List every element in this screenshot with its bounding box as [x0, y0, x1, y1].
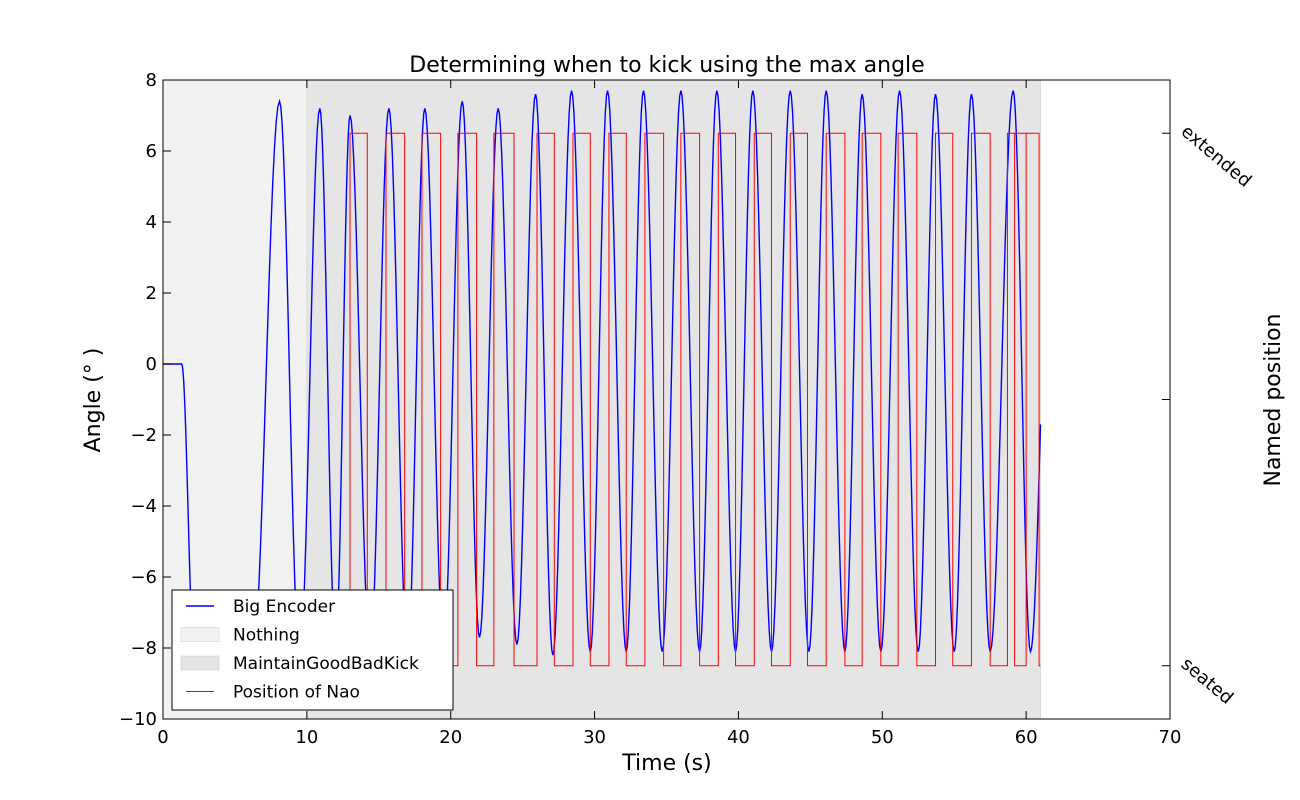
y-tick-label: −10: [119, 709, 157, 730]
x-tick-label: 10: [295, 727, 318, 748]
y-tick-label: 6: [146, 141, 157, 162]
y-tick-label: −4: [130, 496, 157, 517]
x-tick-label: 60: [1015, 727, 1038, 748]
y-tick-label: 0: [146, 354, 157, 375]
y-tick-label: 4: [146, 212, 157, 233]
legend-swatch: [180, 627, 220, 642]
y-tick-label: −8: [130, 638, 157, 659]
series-lines: [163, 90, 1042, 667]
y-tick-label: −6: [130, 567, 157, 588]
legend-label: Position of Nao: [233, 683, 360, 703]
series-big-encoder: [163, 90, 1042, 667]
x-tick-label: 40: [727, 727, 750, 748]
y-axis-title: Angle (° ): [81, 348, 106, 453]
y-tick-label: −2: [130, 425, 157, 446]
y-tick-label: 8: [146, 70, 157, 91]
chart-title: Determining when to kick using the max a…: [409, 53, 924, 78]
x-tick-label: 30: [583, 727, 606, 748]
y2-tick-label: seated: [1177, 653, 1237, 708]
x-tick-label: 20: [439, 727, 462, 748]
legend-box: [171, 589, 454, 711]
y2-axis-title: Named position: [1261, 313, 1286, 486]
x-tick-label: 50: [871, 727, 894, 748]
x-tick-label: 0: [157, 727, 168, 748]
x-tick-label: 70: [1159, 727, 1182, 748]
legend-label: MaintainGoodBadKick: [233, 654, 419, 674]
y2-tick-label: extended: [1177, 121, 1256, 192]
legend-swatch: [180, 655, 220, 671]
series-position-of-nao: [349, 132, 1041, 667]
legend-label: Big Encoder: [233, 597, 335, 617]
legend-label: Nothing: [233, 626, 300, 646]
y-tick-label: 2: [146, 283, 157, 304]
legend: Big Encoder Nothing MaintainGoodBadKick Pos…: [171, 589, 454, 711]
x-axis-title: Time (s): [621, 751, 711, 776]
